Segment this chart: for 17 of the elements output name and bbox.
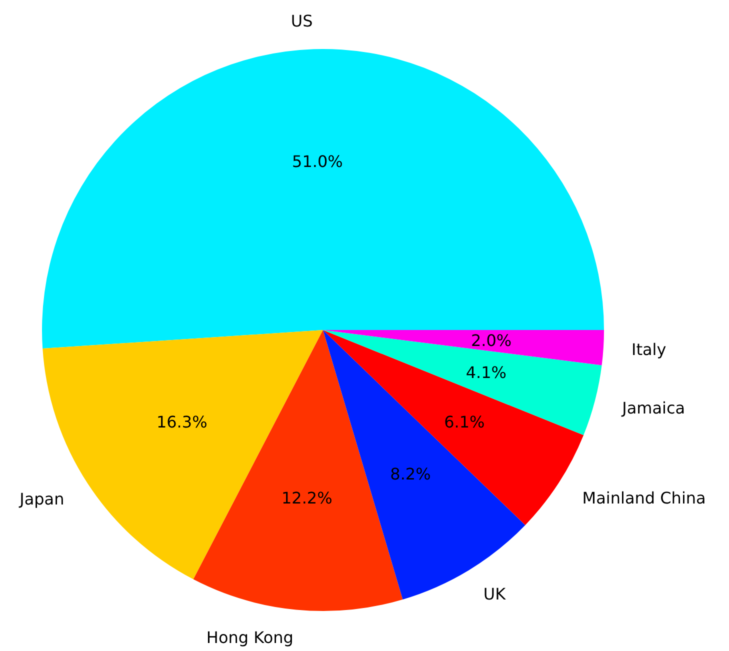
slice-label: Jamaica [621, 398, 686, 418]
pie-slice [42, 49, 604, 349]
pie-slice [323, 330, 602, 436]
data-label: 51.0% [292, 152, 343, 171]
data-label: 2.0% [470, 331, 512, 350]
pie-slice [323, 330, 604, 366]
slice-label: UK [483, 584, 506, 604]
slice-label: Italy [631, 340, 666, 359]
data-label: 6.1% [444, 412, 485, 432]
slice-label: Hong Kong [206, 628, 294, 648]
data-label: 4.1% [466, 362, 506, 382]
slice-label: Mainland China [582, 488, 706, 508]
data-label: 8.2% [390, 464, 431, 484]
slice-label: US [290, 12, 313, 31]
slice-label: Japan [18, 490, 64, 509]
data-label: 16.3% [156, 412, 208, 432]
data-label: 12.2% [281, 488, 332, 508]
